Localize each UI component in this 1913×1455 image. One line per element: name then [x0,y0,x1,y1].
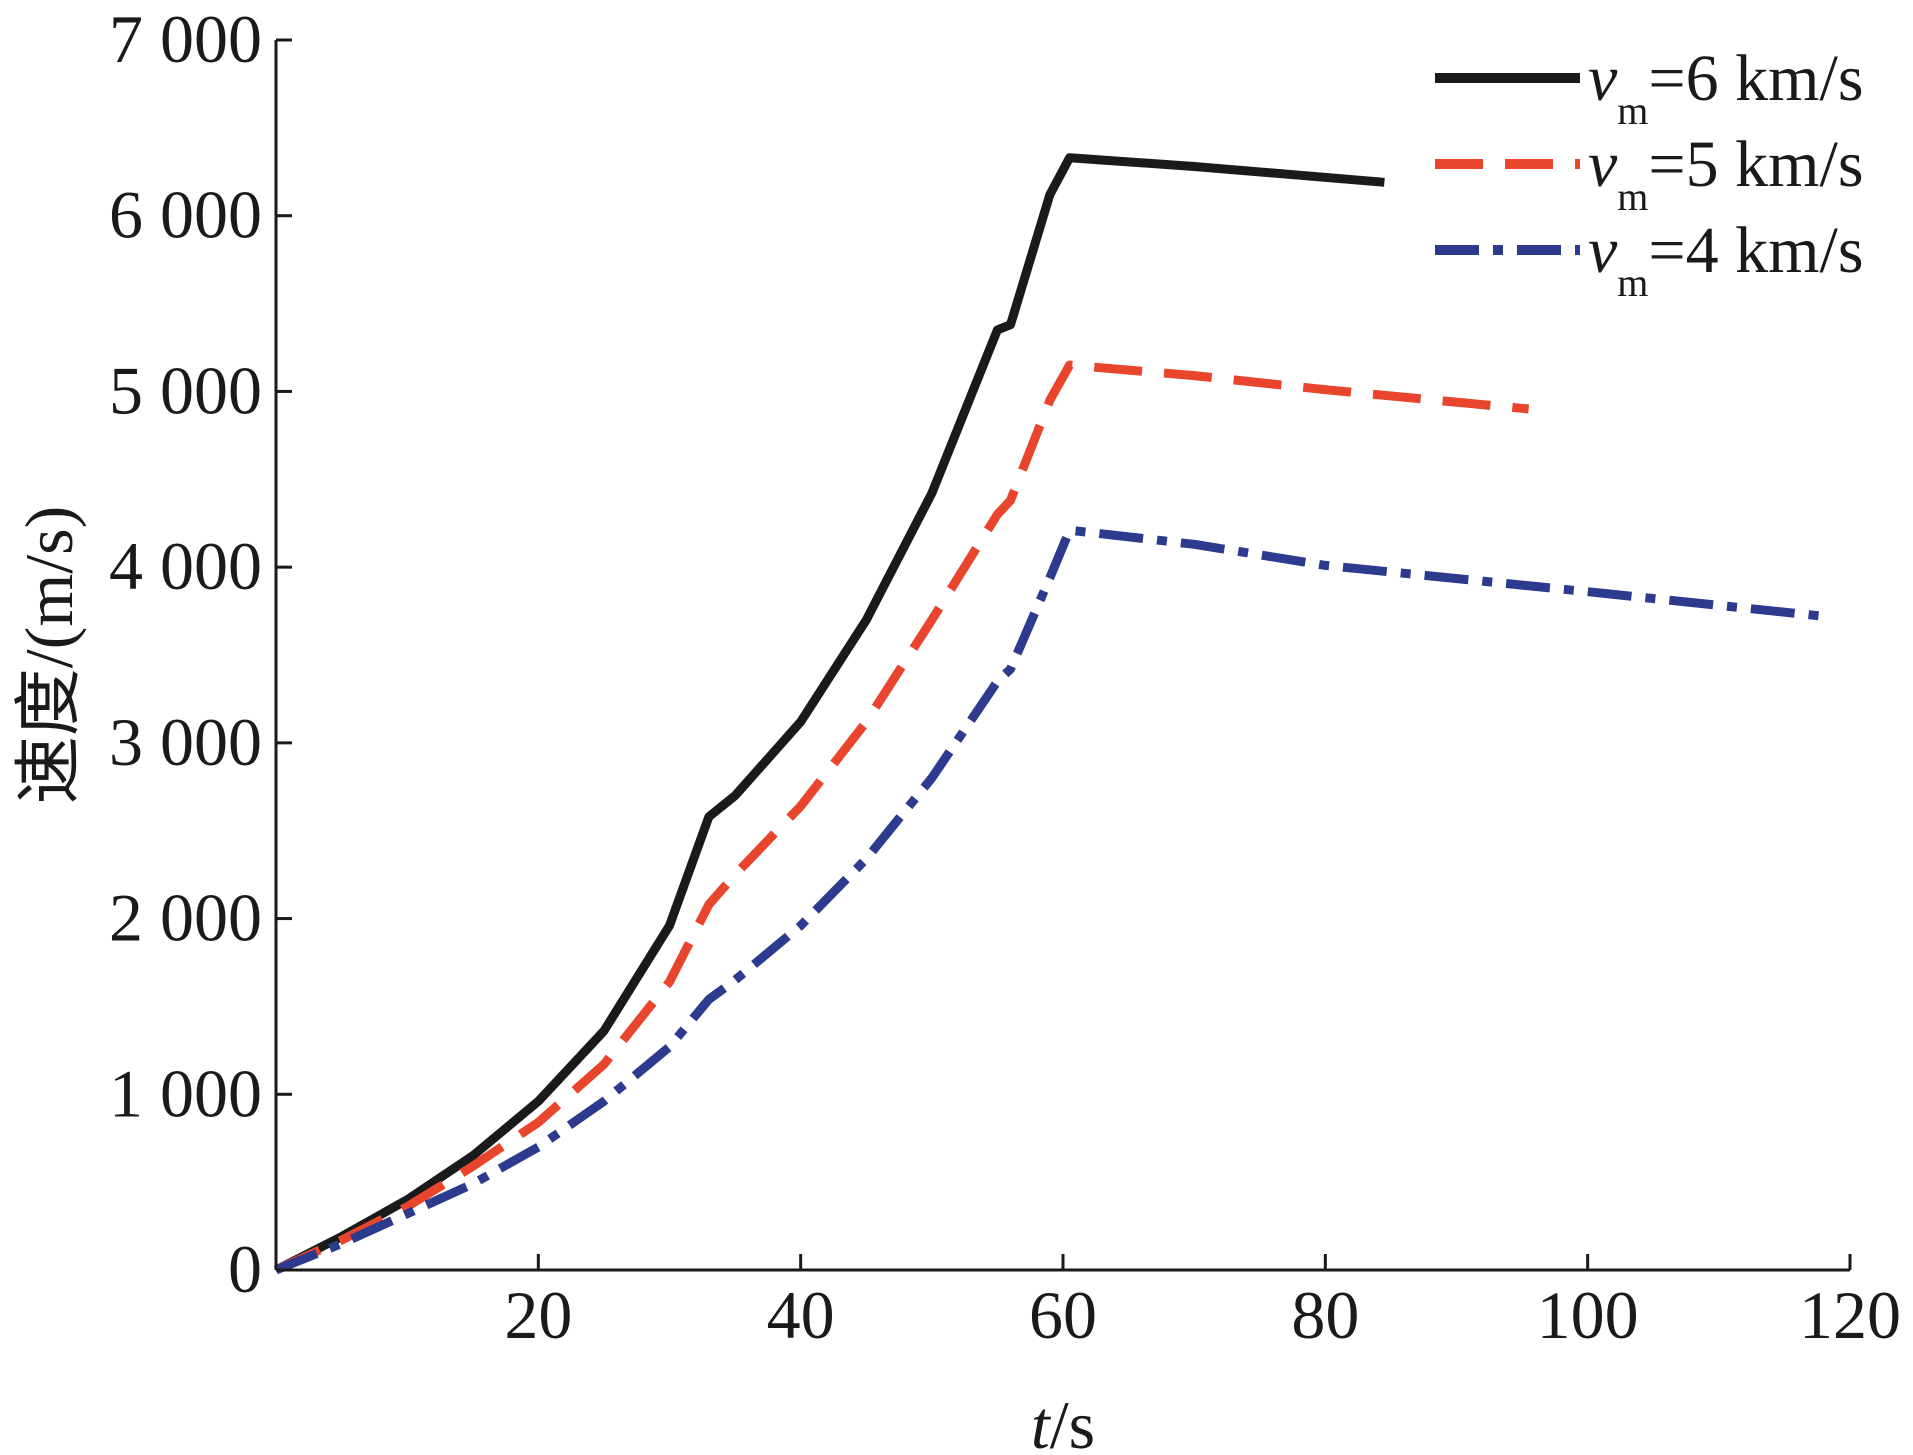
y-ticks: 0 1 000 2 000 3 000 4 000 5 000 6 000 7 000 [109,1,292,1307]
legend-text-0: =6 km/s [1648,42,1863,115]
legend-text-1: =5 km/s [1648,128,1863,201]
legend-label-2: vm=4 km/s [1588,214,1864,305]
legend-var-2: v [1588,214,1618,287]
y-tick-label-4: 4 000 [109,528,262,604]
y-tick-label-7: 7 000 [109,1,262,77]
x-tick-label-0: 20 [504,1277,572,1353]
y-tick-label-0: 0 [228,1231,262,1307]
legend-sub-0: m [1617,88,1648,133]
y-tick-label-5: 5 000 [109,352,262,428]
axes: 20 40 60 80 100 120 0 1 000 2 000 3 000 4 000 5 00… [109,1,1901,1353]
plot-lines [273,153,1825,1275]
x-tick-label-1: 40 [767,1277,835,1353]
legend-label-1: vm=5 km/s [1588,128,1864,219]
y-tick-label-1: 1 000 [109,1055,262,1131]
legend-var-0: v [1588,42,1618,115]
x-axis-title-var: t [1031,1387,1052,1455]
y-axis-title: 速度/(m/s) [11,506,87,804]
series-line-0 [273,153,1385,1275]
legend-label-0: vm=6 km/s [1588,42,1864,133]
x-axis-title-unit: /s [1050,1387,1095,1455]
y-tick-label-2: 2 000 [109,880,262,956]
y-tick-label-6: 6 000 [109,177,262,253]
series-line-1 [274,360,1530,1275]
x-tick-label-5: 120 [1799,1277,1901,1353]
legend: vm=6 km/svm=5 km/svm=4 km/s [1435,42,1864,305]
legend-sub-2: m [1617,260,1648,305]
series-line-2 [274,525,1825,1275]
x-tick-label-3: 80 [1291,1277,1359,1353]
legend-text-2: =4 km/s [1648,214,1863,287]
legend-sub-1: m [1617,174,1648,219]
x-tick-label-2: 60 [1029,1277,1097,1353]
x-tick-label-4: 100 [1537,1277,1639,1353]
x-axis-title: t/s [1031,1387,1095,1455]
legend-var-1: v [1588,128,1618,201]
x-ticks: 20 40 60 80 100 120 [504,1254,1901,1353]
y-tick-label-3: 3 000 [109,704,262,780]
